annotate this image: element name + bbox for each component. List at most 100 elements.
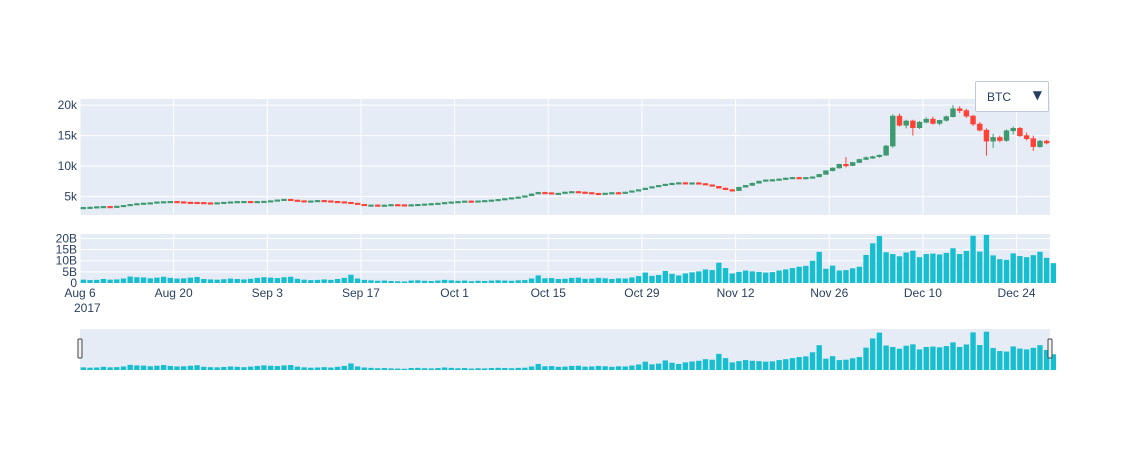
candle-body xyxy=(381,204,388,207)
volume-bar xyxy=(495,280,501,283)
range-slider-bar xyxy=(569,365,575,370)
candle-body xyxy=(990,137,996,142)
range-slider-bar xyxy=(187,365,194,370)
candle-body xyxy=(441,202,448,205)
candle-body xyxy=(448,201,454,204)
range-slider-bar xyxy=(334,366,341,370)
range-slider-bar xyxy=(930,346,936,370)
range-slider-bar xyxy=(662,360,669,370)
x-tick-label: Oct 15 xyxy=(531,286,567,300)
range-slider[interactable] xyxy=(77,329,1057,370)
range-slider-bar xyxy=(94,367,100,370)
volume-bar xyxy=(508,280,515,283)
range-slider-bar xyxy=(1023,349,1030,370)
candle-body xyxy=(722,187,729,190)
range-slider-bar xyxy=(214,367,220,370)
candle-body xyxy=(702,183,709,186)
candle-body xyxy=(783,177,789,180)
range-slider-bar xyxy=(602,366,608,370)
candle-body xyxy=(983,129,990,142)
volume-bar xyxy=(977,251,983,283)
range-slider-bar xyxy=(649,364,655,370)
volume-bar xyxy=(341,277,347,283)
candle-body xyxy=(609,192,615,195)
range-slider-bar xyxy=(1050,354,1057,370)
candle-body xyxy=(455,201,461,204)
candle-body xyxy=(849,162,856,166)
range-slider-bar xyxy=(843,359,849,370)
range-slider-bar xyxy=(1003,351,1010,370)
volume-bar xyxy=(448,280,454,283)
volume-bar xyxy=(241,279,247,283)
range-slider-bar xyxy=(589,366,595,370)
volume-bar xyxy=(288,276,294,283)
range-slider-left-handle[interactable] xyxy=(77,338,83,359)
candle-body xyxy=(241,201,247,204)
candle-body xyxy=(127,204,133,207)
volume-bar xyxy=(388,280,394,283)
candle-body xyxy=(823,170,829,175)
candle-body xyxy=(100,206,107,209)
volume-bar xyxy=(789,268,796,283)
volume-bar xyxy=(1023,257,1030,283)
candle-body xyxy=(843,164,849,167)
volume-bar xyxy=(856,266,863,283)
range-slider-bar xyxy=(274,366,281,370)
volume-bar xyxy=(375,280,381,283)
volume-bar xyxy=(167,277,173,283)
volume-bar xyxy=(348,274,354,283)
candle-body xyxy=(221,201,227,204)
range-slider-bar xyxy=(341,365,347,370)
volume-bar xyxy=(829,265,836,283)
candle-body xyxy=(354,202,361,205)
candle-body xyxy=(361,204,368,207)
candle-body xyxy=(736,186,742,191)
range-slider-bar xyxy=(361,367,367,370)
candle-body xyxy=(1037,140,1043,147)
volume-bar xyxy=(957,254,963,283)
volume-bar xyxy=(836,270,842,283)
volume-bar xyxy=(441,279,448,283)
range-slider-bar xyxy=(395,368,401,370)
candle-body xyxy=(348,201,354,205)
candle-body xyxy=(956,108,963,111)
candle-body xyxy=(201,202,207,205)
range-slider-bar xyxy=(254,365,260,370)
range-slider-bar xyxy=(809,352,816,370)
candle-body xyxy=(388,204,394,207)
volume-bar xyxy=(702,269,709,283)
candle-body xyxy=(528,193,535,197)
candle-body xyxy=(542,192,548,195)
volume-bar xyxy=(870,243,876,283)
candle-body xyxy=(856,159,863,163)
range-slider-bar xyxy=(308,367,314,370)
range-slider-bar xyxy=(328,367,334,370)
range-slider-bar xyxy=(535,363,541,370)
candle-body xyxy=(930,118,936,124)
range-slider-right-handle[interactable] xyxy=(1047,338,1053,359)
candle-body xyxy=(461,200,468,203)
range-slider-bar xyxy=(689,361,695,370)
range-slider-bar xyxy=(622,366,628,370)
candle-body xyxy=(676,182,682,185)
candle-body xyxy=(863,157,869,160)
symbol-dropdown[interactable]: BTC ▼ xyxy=(975,81,1049,112)
range-slider-bar xyxy=(140,365,147,370)
range-slider-bar xyxy=(709,359,715,370)
range-slider-bar xyxy=(963,344,970,370)
candle-body xyxy=(120,205,127,208)
range-slider-bar xyxy=(702,359,709,370)
range-slider-bar xyxy=(923,346,929,370)
volume-bar xyxy=(876,236,883,283)
candle-body xyxy=(421,203,428,206)
candle-body xyxy=(943,116,950,121)
range-slider-bar xyxy=(475,368,481,370)
range-slider-bar xyxy=(856,357,863,370)
range-slider-bar xyxy=(676,363,682,370)
volume-bar xyxy=(120,278,127,283)
candle-body xyxy=(321,200,327,203)
candle-body xyxy=(589,192,595,195)
range-slider-bar xyxy=(201,366,207,370)
volume-bar xyxy=(903,252,909,283)
